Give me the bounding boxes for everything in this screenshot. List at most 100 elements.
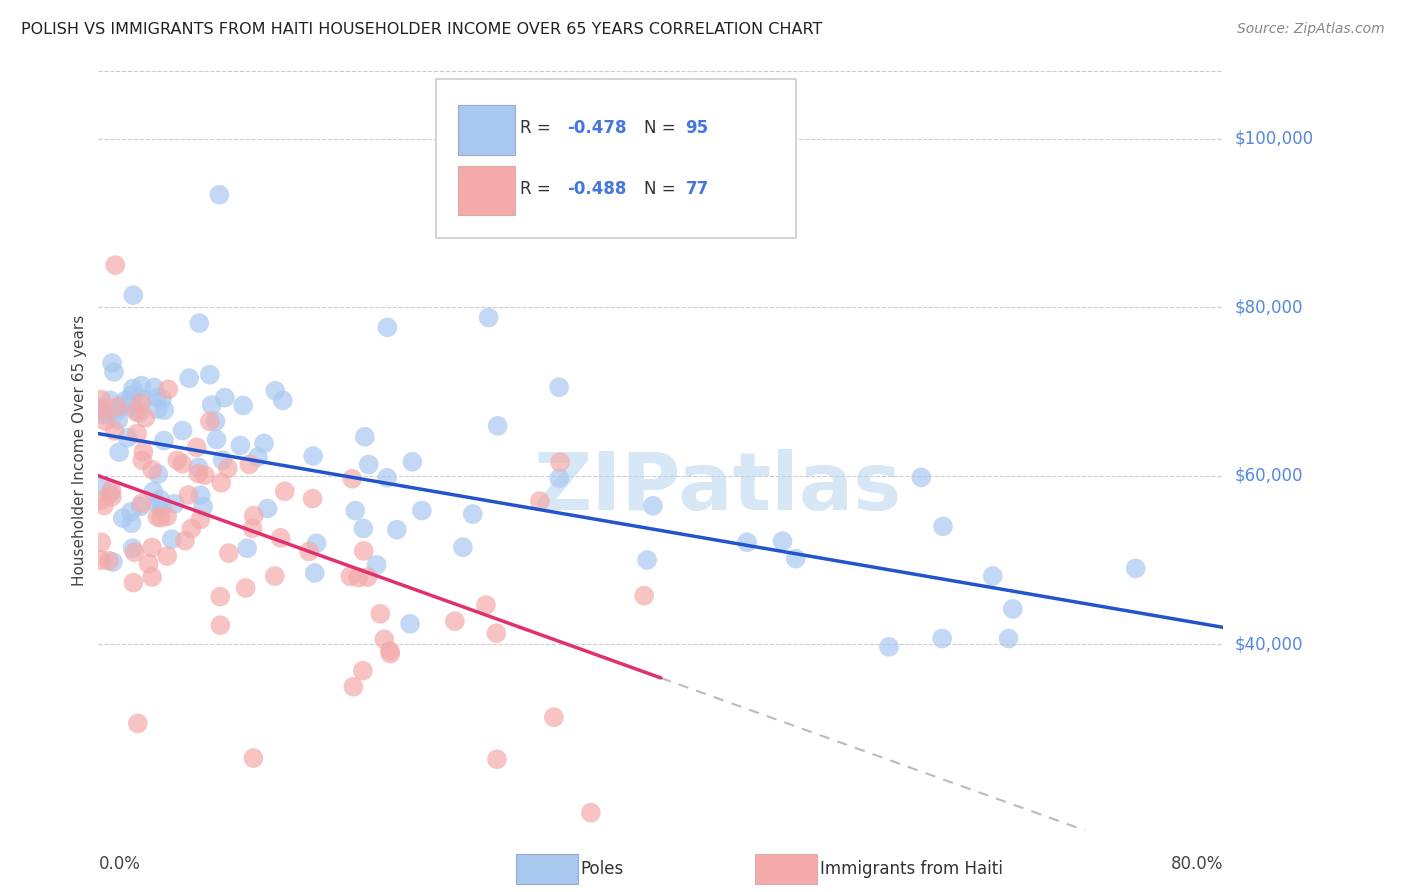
Point: [485, 626, 508, 640]
Point: [96, 408, 118, 422]
Point: [785, 551, 807, 566]
Point: [101, 356, 124, 370]
Text: $60,000: $60,000: [1234, 467, 1303, 484]
Point: [90, 493, 112, 508]
Point: [485, 752, 508, 766]
Point: [461, 507, 484, 521]
Point: [218, 546, 240, 560]
Point: [100, 483, 122, 497]
Text: $40,000: $40,000: [1234, 635, 1303, 653]
Text: 95: 95: [686, 120, 709, 137]
Point: [302, 449, 325, 463]
Text: -0.488: -0.488: [568, 180, 627, 198]
Point: [100, 486, 122, 500]
Point: [125, 405, 148, 419]
Point: [132, 392, 155, 406]
Point: [548, 455, 571, 469]
Point: [932, 519, 955, 533]
Point: [204, 414, 226, 428]
Point: [146, 497, 169, 511]
Point: [90, 401, 112, 416]
Point: [103, 424, 125, 438]
Point: [209, 618, 232, 632]
Point: [107, 413, 129, 427]
Point: [104, 258, 127, 272]
Point: [997, 632, 1019, 646]
Point: [90, 408, 112, 422]
Point: [121, 393, 143, 408]
Text: 77: 77: [686, 180, 709, 198]
Point: [149, 492, 172, 507]
Point: [118, 400, 141, 414]
Point: [134, 410, 156, 425]
Point: [132, 444, 155, 458]
Point: [148, 467, 170, 481]
Point: [121, 388, 143, 402]
Point: [93, 499, 115, 513]
Point: [163, 497, 186, 511]
Point: [198, 414, 221, 428]
Point: [146, 402, 169, 417]
Point: [352, 664, 374, 678]
Text: R =: R =: [520, 180, 557, 198]
Point: [357, 458, 380, 472]
Point: [342, 680, 364, 694]
Point: [129, 500, 152, 514]
Point: [131, 496, 153, 510]
Point: [143, 380, 166, 394]
Point: [122, 288, 145, 302]
Point: [529, 494, 551, 508]
Point: [141, 463, 163, 477]
Point: [128, 406, 150, 420]
Point: [160, 532, 183, 546]
Text: Poles: Poles: [581, 860, 624, 878]
Point: [150, 392, 173, 406]
Point: [1125, 561, 1147, 575]
Point: [235, 581, 257, 595]
Point: [877, 640, 900, 654]
Point: [232, 399, 254, 413]
Point: [104, 405, 127, 419]
Point: [214, 391, 236, 405]
Point: [475, 598, 498, 612]
Y-axis label: Householder Income Over 65 years: Householder Income Over 65 years: [72, 315, 87, 586]
Point: [193, 500, 215, 514]
Point: [242, 521, 264, 535]
Point: [375, 471, 398, 485]
Point: [172, 424, 194, 438]
Text: ZIPatlas: ZIPatlas: [533, 450, 901, 527]
Point: [198, 368, 221, 382]
Point: [352, 521, 374, 535]
Point: [208, 187, 231, 202]
Text: $100,000: $100,000: [1234, 129, 1313, 148]
Point: [229, 438, 252, 452]
Point: [122, 575, 145, 590]
Point: [304, 566, 326, 580]
Text: Source: ZipAtlas.com: Source: ZipAtlas.com: [1237, 22, 1385, 37]
Point: [636, 553, 658, 567]
Point: [180, 522, 202, 536]
Point: [236, 541, 259, 556]
Point: [263, 569, 285, 583]
Point: [209, 475, 232, 490]
Point: [97, 554, 120, 568]
Point: [385, 523, 408, 537]
Text: -0.478: -0.478: [568, 120, 627, 137]
Point: [150, 500, 173, 515]
Point: [579, 805, 602, 820]
Text: R =: R =: [520, 120, 557, 137]
Point: [375, 320, 398, 334]
Point: [121, 541, 143, 556]
Point: [209, 590, 232, 604]
Point: [190, 488, 212, 502]
Point: [90, 392, 112, 407]
Point: [98, 393, 121, 408]
Point: [157, 382, 180, 396]
Point: [354, 430, 377, 444]
Text: 80.0%: 80.0%: [1171, 855, 1223, 873]
Point: [146, 391, 169, 405]
Point: [90, 553, 112, 567]
Point: [179, 371, 201, 385]
Point: [543, 710, 565, 724]
Point: [242, 751, 264, 765]
